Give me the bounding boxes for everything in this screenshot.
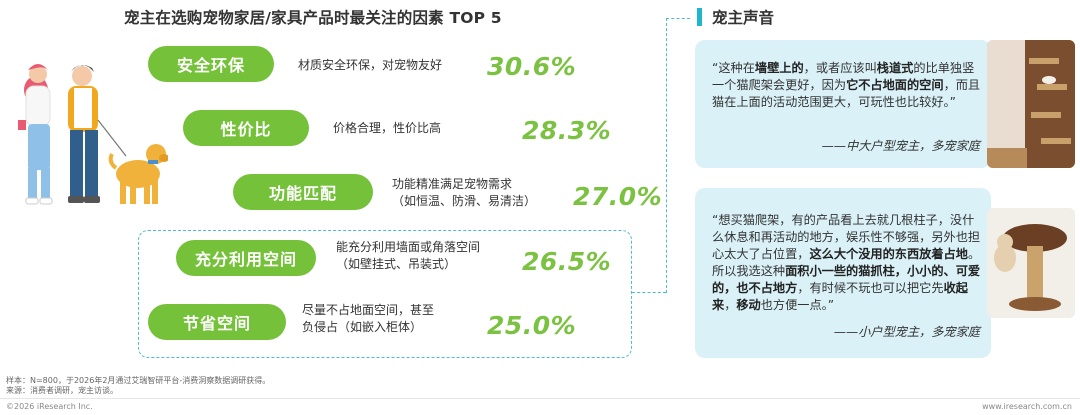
factor-description: 价格合理，性价比高 [333,121,442,135]
factor-percent: 28.3% [522,116,612,145]
factor-percent: 25.0% [487,311,577,340]
quote-segment: “想买猫爬架，有的产品看上去就几根柱子，没什么休息和再活动的地方，娱乐性不够强，… [712,213,981,261]
quote-card [695,188,991,358]
quote-emphasis: 墙壁上的 [754,61,804,75]
factor-pill: 充分利用空间 [176,240,316,276]
quote-emphasis: 面积小一些的猫抓柱，小小的、可爱的，也不占地方 [712,264,981,295]
factor-pill: 节省空间 [148,304,286,340]
quote-segment: ， [724,298,737,312]
factor-percent: 26.5% [522,247,612,276]
couple-with-dog-illustration [8,50,169,220]
factor-percent: 27.0% [573,182,663,211]
right-panel-title: 宠主声音 [712,9,775,27]
website: www.iresearch.com.cn [982,402,1072,411]
space-factors-group [138,230,632,358]
quote-segment: ，或者应该叫 [803,61,877,75]
connector-line [666,18,690,19]
quote-emphasis: 栈道式 [876,61,914,75]
factor-pill: 安全环保 [148,46,274,82]
quote-source: ——中大户型宠主，多宠家庭 [821,139,980,153]
sample-note: 样本：N=800，于2026年2月通过艾瑞智研平台-消费洞察数据调研获得。 [6,376,271,385]
factor-description: 尽量不占地面空间，甚至 负侵占（如嵌入柜体） [302,303,435,334]
connector-line [666,18,667,293]
section-marker [697,8,702,26]
quote-segment: 也方便一点。” [760,298,835,312]
mushroom-cat-scratcher-photo [987,208,1075,318]
wall-cat-shelf-photo [987,40,1075,168]
footer-divider [0,398,1080,399]
factor-description: 能充分利用墙面或角落空间 （如壁挂式、吊装式） [336,240,481,271]
quote-segment: 的比单独竖一个猫爬架会更好，因为 [712,61,975,92]
quote-emphasis: 收起来 [712,281,968,312]
quote-text: “想买猫爬架，有的产品看上去就几根柱子，没什么休息和再活动的地方，娱乐性不够强，… [712,212,984,314]
factor-description: 材质安全环保，对宠物友好 [298,58,443,72]
left-panel-title: 宠主在选购宠物家居/家具产品时最关注的因素 TOP 5 [124,9,502,27]
quote-segment: ，而且猫在上面的活动范围更大，可玩性也比较好。” [712,78,981,109]
connector-line [632,292,666,293]
factor-pill: 性价比 [183,110,309,146]
quote-emphasis: 它不占地面的空间 [846,78,944,92]
quote-emphasis: 移动 [736,298,761,312]
quote-segment: 。所以我选这种 [712,247,981,278]
copyright: ©2026 iResearch Inc. [6,402,93,411]
factor-percent: 30.6% [487,52,577,81]
quote-source: ——小户型宠主，多宠家庭 [833,325,980,339]
source-note: 来源：消费者调研，宠主访谈。 [6,386,118,395]
quote-segment: “这种在 [712,61,755,75]
factor-description: 功能精准满足宠物需求 （如恒温、防滑、易清洁） [392,177,537,208]
factor-pill: 功能匹配 [233,174,373,210]
quote-text: “这种在墙壁上的，或者应该叫栈道式的比单独竖一个猫爬架会更好，因为它不占地面的空… [712,60,982,111]
quote-segment: ，有时候不玩也可以把它先 [797,281,944,295]
quote-card [695,40,991,168]
quote-emphasis: 这么大个没用的东西放着占地 [809,247,968,261]
